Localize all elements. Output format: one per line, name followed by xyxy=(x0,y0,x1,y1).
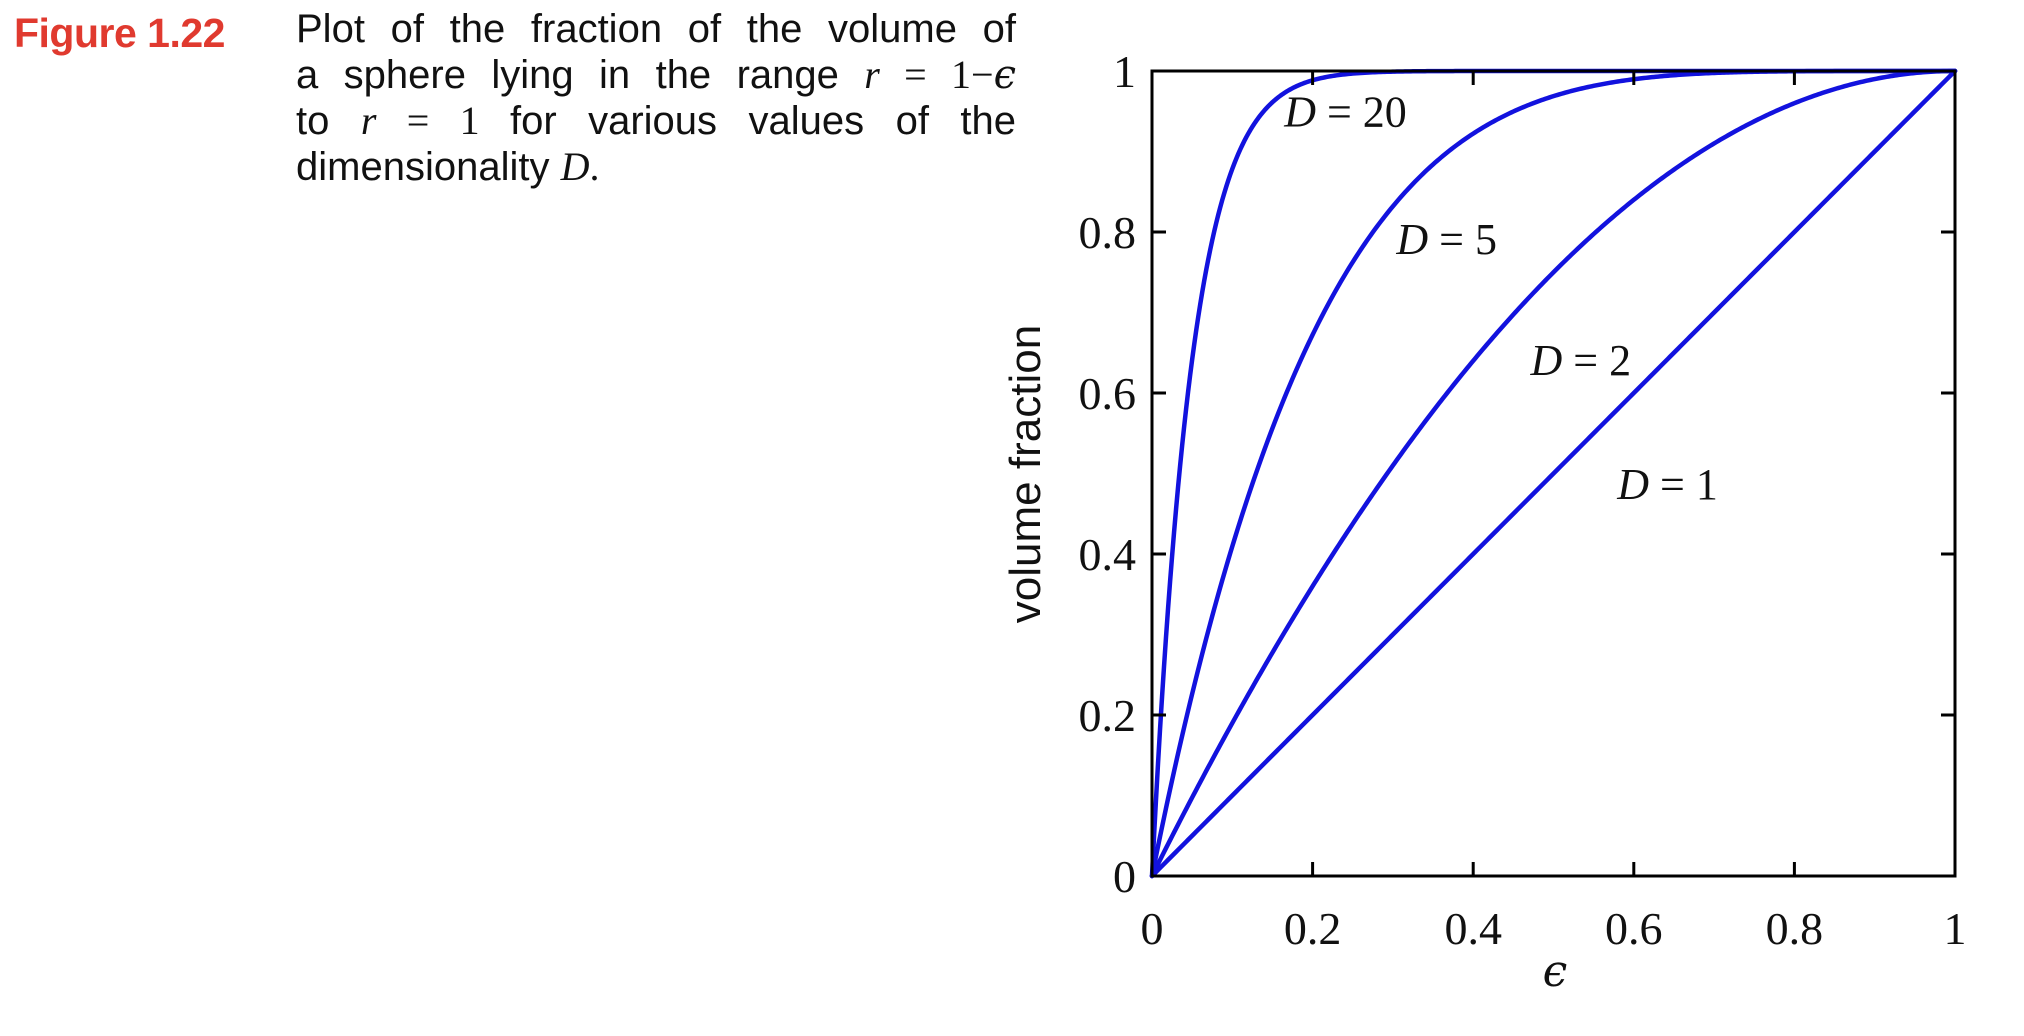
y-tick-label: 0.6 xyxy=(1079,368,1137,419)
y-tick-label: 0 xyxy=(1113,851,1136,902)
curve-d1 xyxy=(1149,68,1958,879)
caption-line: a sphere lying in the range r = 1−ϵ xyxy=(296,52,1016,98)
x-tick-label: 0.2 xyxy=(1284,903,1342,954)
caption-math: . xyxy=(589,144,600,189)
curve-label-d5: D = 5 xyxy=(1395,215,1497,264)
caption-math: − xyxy=(971,52,994,97)
plot-box xyxy=(1150,69,1957,878)
caption-math: = 1 xyxy=(376,98,510,143)
caption-math: = 1 xyxy=(879,52,972,97)
y-tick-label: 0.2 xyxy=(1079,690,1137,741)
curve-d2 xyxy=(1149,68,1958,879)
x-tick-label: 0 xyxy=(1141,903,1164,954)
y-tick-label: 1 xyxy=(1113,46,1136,97)
tick-labels: 0 0.2 0.4 0.6 0.8 1 0 0.2 0.4 0.6 0.8 1 xyxy=(1079,46,1967,954)
figure-number-label: Figure 1.22 xyxy=(14,10,225,56)
curves xyxy=(1149,68,1958,879)
caption-text: a sphere lying in the range xyxy=(296,53,865,97)
caption-math: D xyxy=(560,144,590,189)
axis-ticks xyxy=(1152,71,1955,876)
caption-math: r xyxy=(864,52,880,97)
caption-math: r xyxy=(360,98,377,143)
x-axis-title: ϵ xyxy=(1543,946,1568,997)
curve-label-d2: D = 2 xyxy=(1529,336,1631,385)
y-axis-title: volume fraction xyxy=(1001,325,1050,623)
figure-caption: Plot of the fraction of the volume of a s… xyxy=(296,6,1016,190)
curve-label-d20: D = 20 xyxy=(1283,87,1407,136)
caption-text: dimensionality xyxy=(296,145,561,189)
x-tick-label: 1 xyxy=(1944,903,1967,954)
caption-line: to r = 1 for various values of the xyxy=(296,98,1016,144)
x-tick-label: 0.4 xyxy=(1444,903,1502,954)
curve-label-d1: D = 1 xyxy=(1616,460,1718,509)
y-tick-label: 0.8 xyxy=(1079,207,1137,258)
caption-line: dimensionality D. xyxy=(296,144,1016,190)
caption-text: Plot of the fraction of the volume of xyxy=(296,7,1016,51)
caption-math: ϵ xyxy=(993,52,1016,98)
y-tick-label: 0.4 xyxy=(1079,529,1137,580)
x-tick-label: 0.8 xyxy=(1766,903,1824,954)
caption-text: to xyxy=(296,99,361,143)
caption-line: Plot of the fraction of the volume of xyxy=(296,6,1016,52)
caption-text: for various values of the xyxy=(509,99,1016,143)
curve-labels: D = 20 D = 5 D = 2 D = 1 xyxy=(1283,87,1718,509)
x-tick-label: 0.6 xyxy=(1605,903,1663,954)
